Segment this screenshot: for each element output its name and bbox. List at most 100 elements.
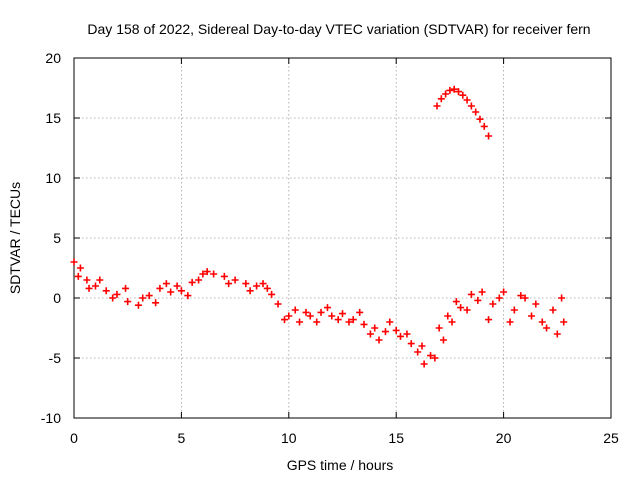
data-point <box>558 294 566 302</box>
data-point <box>489 300 497 308</box>
data-point <box>442 90 450 98</box>
y-tick-label: 0 <box>53 290 61 306</box>
data-point <box>210 270 218 278</box>
y-axis-label: SDTVAR / TECUs <box>7 182 23 294</box>
data-point <box>444 312 452 320</box>
data-point <box>500 288 508 296</box>
data-point <box>543 324 551 332</box>
data-point <box>506 318 514 326</box>
data-point <box>407 340 415 348</box>
data-point <box>328 312 336 320</box>
data-point <box>467 102 475 110</box>
data-point <box>450 85 458 93</box>
y-tick-label: 10 <box>45 170 61 186</box>
data-point <box>439 336 447 344</box>
data-point <box>302 308 310 316</box>
x-tick-label: 15 <box>388 430 404 446</box>
data-point <box>285 312 293 320</box>
x-tick-label: 25 <box>603 430 619 446</box>
x-tick-label: 5 <box>178 430 186 446</box>
data-point <box>485 316 493 324</box>
data-point <box>452 298 460 306</box>
data-point <box>199 270 207 278</box>
data-point <box>306 312 314 320</box>
data-point <box>549 306 557 314</box>
data-point <box>263 284 271 292</box>
data-point <box>457 304 465 312</box>
data-point <box>431 354 439 362</box>
data-point <box>427 352 435 360</box>
data-point <box>356 308 364 316</box>
data-point <box>323 304 331 312</box>
data-point <box>156 284 164 292</box>
data-point <box>345 318 353 326</box>
data-point <box>478 288 486 296</box>
data-point <box>472 108 480 116</box>
y-tick-label: 20 <box>45 50 61 66</box>
data-point <box>195 276 203 284</box>
data-point <box>521 294 529 302</box>
data-point <box>281 316 289 324</box>
data-point <box>231 276 239 284</box>
data-point <box>291 306 299 314</box>
data-point <box>474 296 482 304</box>
data-point <box>396 332 404 340</box>
data-point <box>375 336 383 344</box>
data-point <box>96 276 104 284</box>
y-tick-label: 15 <box>45 110 61 126</box>
x-tick-label: 20 <box>496 430 512 446</box>
data-point <box>463 306 471 314</box>
data-point <box>467 290 475 298</box>
data-point <box>203 268 211 276</box>
series-upper-arc <box>433 85 493 140</box>
data-point <box>124 298 132 306</box>
data-point <box>109 294 117 302</box>
data-point <box>420 360 428 368</box>
series-secondary-tracks <box>74 268 566 360</box>
data-point <box>259 280 267 288</box>
data-point <box>74 272 82 280</box>
data-point <box>485 132 493 140</box>
data-point <box>76 264 84 272</box>
data-point <box>433 102 441 110</box>
data-point <box>274 300 282 308</box>
data-point <box>253 282 261 290</box>
data-point <box>476 115 484 123</box>
data-point <box>454 88 462 96</box>
data-point <box>448 318 456 326</box>
data-points <box>70 85 568 368</box>
data-point <box>162 280 170 288</box>
data-point <box>463 96 471 104</box>
data-point <box>538 318 546 326</box>
data-point <box>371 324 379 332</box>
data-point <box>517 292 525 300</box>
data-point <box>528 312 536 320</box>
data-point <box>188 278 196 286</box>
y-tick-label: 5 <box>53 230 61 246</box>
data-point <box>173 282 181 290</box>
data-point <box>296 318 304 326</box>
data-point <box>177 287 185 295</box>
data-point <box>83 276 91 284</box>
data-point <box>386 318 394 326</box>
data-point <box>145 292 153 300</box>
x-tick-label: 0 <box>70 430 78 446</box>
data-point <box>414 348 422 356</box>
series-main-track <box>70 258 568 368</box>
data-point <box>246 287 254 295</box>
data-point <box>91 282 99 290</box>
data-point <box>85 284 93 292</box>
data-point <box>317 308 325 316</box>
data-point <box>437 95 445 103</box>
data-point <box>446 86 454 94</box>
data-point <box>70 258 78 266</box>
data-point <box>139 294 147 302</box>
data-point <box>392 326 400 334</box>
data-point <box>553 330 561 338</box>
axis-ticks: 0 5 10 15 20 25 -10 -5 0 5 10 15 20 <box>41 50 619 446</box>
data-point <box>403 330 411 338</box>
data-point <box>339 310 346 318</box>
data-point <box>102 287 110 295</box>
data-point <box>184 292 192 300</box>
